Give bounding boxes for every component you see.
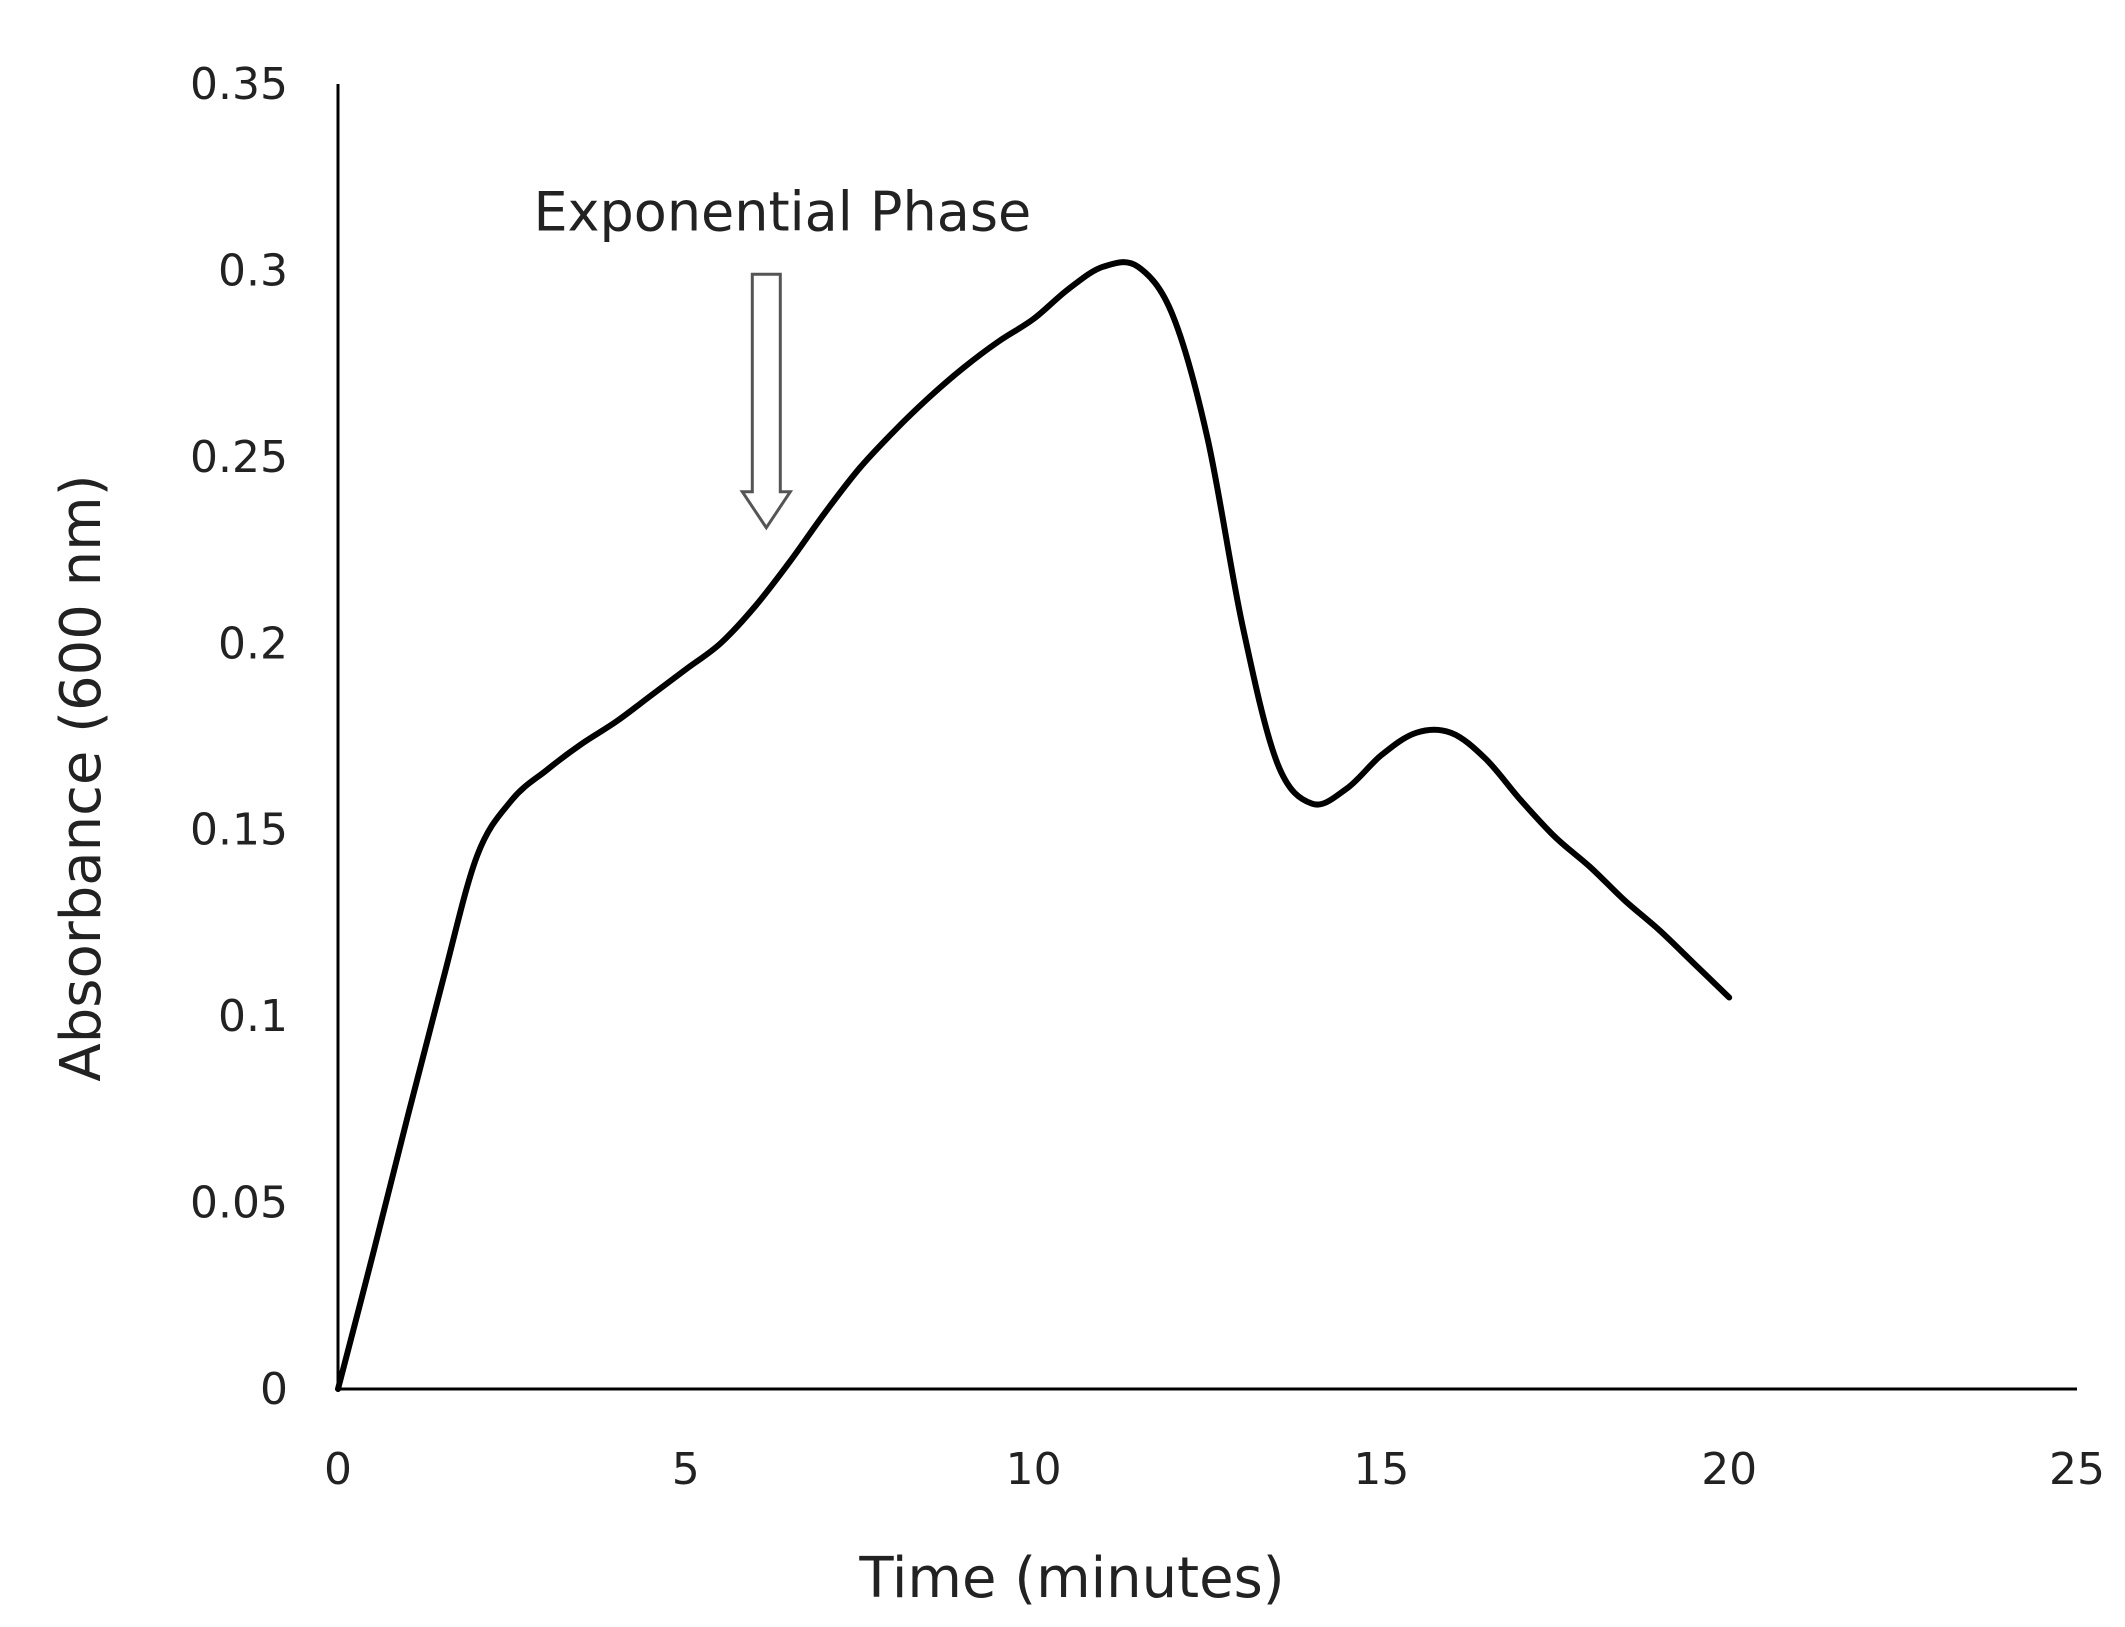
x-tick-label: 10 xyxy=(1006,1444,1062,1495)
annotation-label: Exponential Phase xyxy=(533,181,1031,244)
x-tick-label: 20 xyxy=(1701,1444,1757,1495)
series-line xyxy=(335,259,1733,1392)
y-tick-label: 0.3 xyxy=(218,245,288,296)
y-tick-label: 0.2 xyxy=(218,618,288,669)
annotation-arrow xyxy=(739,272,794,531)
y-tick-label: 0.35 xyxy=(190,59,288,110)
y-tick-label: 0.25 xyxy=(190,432,288,483)
x-tick-label: 5 xyxy=(672,1444,700,1495)
annotation-layer: Exponential Phase xyxy=(533,181,1031,531)
x-axis-ticks: 0 5 10 15 20 25 xyxy=(324,1444,2105,1495)
x-tick-label: 0 xyxy=(324,1444,352,1495)
x-tick-label: 25 xyxy=(2049,1444,2105,1495)
series-layer xyxy=(335,259,1733,1392)
y-axis-ticks: 0 0.05 0.1 0.15 0.2 0.25 0.3 0.35 xyxy=(190,59,288,1415)
x-axis-title: Time (minutes) xyxy=(858,1546,1284,1611)
y-axis-title: Absorbance (600 nm) xyxy=(49,474,114,1081)
x-tick-label: 15 xyxy=(1353,1444,1409,1495)
y-tick-label: 0.1 xyxy=(218,991,288,1042)
y-tick-label: 0 xyxy=(260,1364,288,1415)
y-tick-label: 0.15 xyxy=(190,805,288,856)
y-tick-label: 0.05 xyxy=(190,1178,288,1229)
